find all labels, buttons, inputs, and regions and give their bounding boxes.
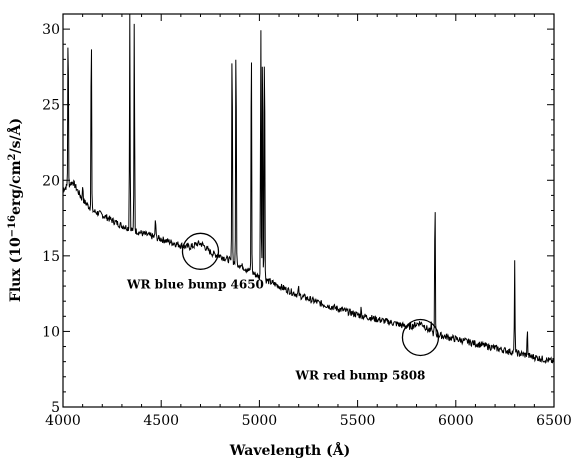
x-tick-label: 5500 (340, 413, 376, 429)
x-tick-label: 4500 (143, 413, 179, 429)
x-tick-label: 6000 (438, 413, 474, 429)
annotation-circle (181, 232, 220, 270)
annotation-label: WR blue bump 4650 (126, 277, 264, 291)
y-tick-label: 15 (42, 249, 60, 265)
annotations: WR blue bump 4650 WR red bump 5808 (126, 232, 440, 382)
axis-ticks: 4000 4500 5000 5500 6000 6500 5 10 15 20 25 30 (42, 13, 572, 429)
x-tick-label: 4000 (45, 413, 81, 429)
x-tick-label: 6500 (536, 413, 572, 429)
x-tick-label: 5000 (242, 413, 278, 429)
annotation-label: WR red bump 5808 (294, 368, 425, 382)
spectrum-series (62, 14, 555, 364)
spectrum-line (62, 14, 555, 364)
x-axis-title: Wavelength (Å) (229, 441, 350, 459)
plot-frame (62, 13, 555, 408)
y-tick-label: 5 (51, 400, 60, 416)
y-axis-title: Flux (10−16erg/cm2/s/Å) (6, 118, 24, 302)
y-tick-label: 30 (42, 22, 60, 38)
y-tick-label: 20 (42, 173, 60, 189)
y-tick-label: 10 (42, 324, 60, 340)
y-tick-label: 25 (42, 98, 60, 114)
annotation-circle (401, 318, 440, 357)
